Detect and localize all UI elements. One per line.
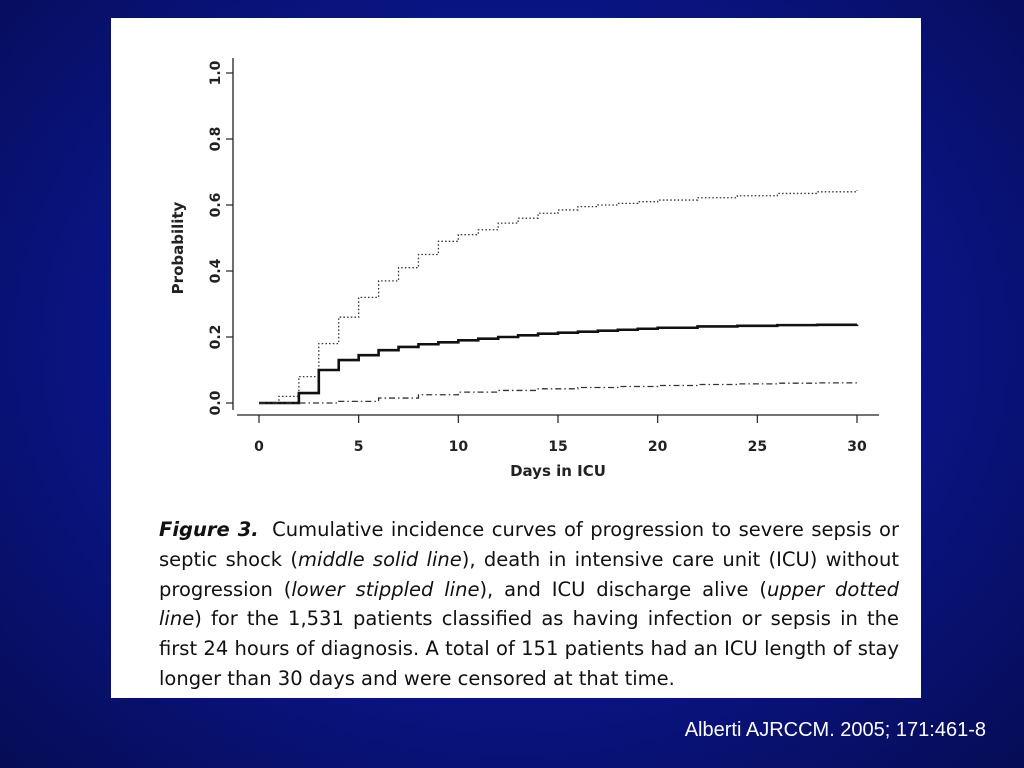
x-tick-label: 5: [354, 439, 364, 455]
y-axis-label: Probability: [169, 201, 187, 294]
x-tick-label: 20: [648, 439, 668, 455]
y-tick-label: 1.0: [208, 60, 224, 85]
series-line-2: [259, 323, 859, 405]
y-tick-label: 0.4: [208, 258, 224, 283]
x-tick-label: 0: [254, 439, 264, 455]
series-line-3: [259, 382, 858, 404]
figure-caption: Figure 3. Cumulative incidence curves of…: [159, 515, 899, 694]
citation: Alberti AJRCCM. 2005; 171:461-8: [684, 719, 986, 741]
x-tick-label: 30: [847, 439, 867, 455]
series-line-1: [259, 190, 858, 404]
x-tick-label: 25: [748, 439, 767, 455]
x-axis-label: Days in ICU: [510, 462, 606, 480]
y-tick-label: 0.8: [208, 127, 224, 152]
caption-text-4: ) for the 1,531 patients classified as h…: [159, 607, 899, 690]
figure-label: Figure 3.: [159, 518, 259, 541]
caption-emphasis-3: upper dotted line: [159, 577, 899, 631]
caption-text-1: Cumulative incidence curves of progressi…: [159, 518, 899, 571]
cumulative-incidence-chart: 0 5 10 15 20 25 30 Days in ICU 0.0 0.2 0.4 0.6 0.8 1.…: [169, 58, 879, 480]
x-tick-label: 10: [449, 439, 469, 455]
y-tick-label: 0.6: [208, 193, 224, 218]
caption-text-2: ), death in intensive care unit (ICU) wi…: [159, 547, 899, 601]
caption-text-3: ), and ICU discharge alive (: [479, 577, 767, 601]
y-tick-label: 0.0: [208, 390, 224, 415]
x-tick-label: 15: [548, 439, 567, 455]
y-tick-label: 0.2: [208, 325, 224, 350]
figure-panel: 0 5 10 15 20 25 30 Days in ICU 0.0 0.2 0.4 0.6 0.8 1.…: [111, 18, 921, 698]
caption-emphasis-1: middle solid line: [298, 547, 462, 571]
caption-emphasis-2: lower stippled line: [291, 577, 480, 601]
